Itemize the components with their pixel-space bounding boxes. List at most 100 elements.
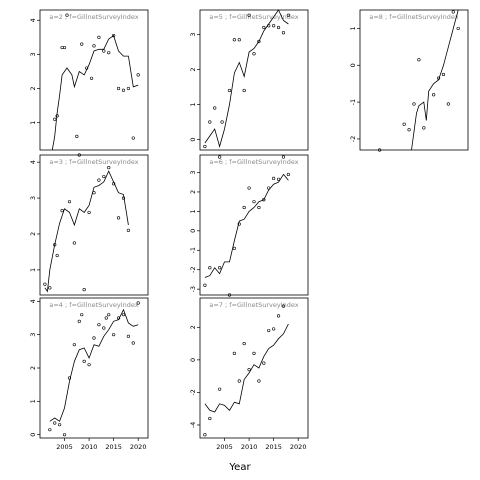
data-point <box>53 117 57 121</box>
panel-title: a=3 ; f=GillnetSurveyIndex <box>49 158 138 166</box>
data-point <box>43 282 47 286</box>
data-point <box>257 205 261 210</box>
data-point <box>102 174 106 179</box>
fit-line <box>204 173 289 278</box>
data-point <box>436 76 441 80</box>
y-tick-label: 4 <box>29 18 37 22</box>
panel-border <box>39 297 149 439</box>
data-point <box>80 313 84 317</box>
chart-panel: a=2 ; f=GillnetSurveyIndex 1 2 3 4 <box>29 9 149 151</box>
data-point <box>136 301 140 305</box>
panel-border <box>359 9 469 151</box>
data-point <box>87 210 91 215</box>
data-point <box>82 288 86 292</box>
data-point <box>126 86 130 91</box>
data-point <box>267 24 271 28</box>
fit-line <box>411 9 459 151</box>
x-tick-label: 2015 <box>265 443 282 451</box>
chart-panel: a=3 ; f=GillnetSurveyIndex 1 2 3 4 <box>29 153 149 296</box>
data-point <box>126 334 130 338</box>
y-tick-label: 1 <box>29 399 37 403</box>
data-point <box>112 34 116 38</box>
y-tick-label: 2 <box>189 190 197 194</box>
panel-border <box>39 154 149 296</box>
data-point <box>102 49 106 53</box>
chart-panel: a=4 ; f=GillnetSurveyIndex 0 1 2 3 4 2005 2010 2… <box>29 297 149 451</box>
y-tick-label: -2 <box>189 389 197 395</box>
y-tick-label: 3 <box>29 52 37 56</box>
data-point <box>85 66 89 70</box>
chart-panel: a=7 ; f=GillnetSurveyIndex -4 -2 0 2 2005 2010… <box>189 297 309 451</box>
x-tick-label: 2010 <box>81 443 98 451</box>
data-point <box>267 186 271 190</box>
data-point <box>121 196 126 200</box>
data-point <box>276 314 281 318</box>
data-point <box>257 379 261 383</box>
data-point <box>203 283 207 287</box>
data-point <box>112 333 116 337</box>
data-point <box>107 165 111 170</box>
data-point <box>107 313 111 317</box>
data-point <box>82 359 86 363</box>
data-point <box>131 136 135 140</box>
data-point <box>456 26 460 31</box>
data-point <box>422 126 426 130</box>
data-point <box>262 198 266 202</box>
panel-title: a=7 ; f=GillnetSurveyIndex <box>209 301 298 309</box>
data-point <box>286 172 290 177</box>
data-point <box>378 148 382 152</box>
x-tick-label: 2020 <box>290 443 307 451</box>
data-point <box>89 76 94 80</box>
data-point <box>121 313 126 317</box>
y-tick-label: -4 <box>189 422 197 428</box>
data-point <box>262 25 266 30</box>
y-tick-label: 3 <box>189 170 197 174</box>
data-point <box>213 106 217 110</box>
data-point <box>55 253 59 258</box>
fit-line <box>49 308 139 422</box>
y-tick-label: -1 <box>349 99 357 105</box>
y-tick-label: 1 <box>189 102 197 106</box>
data-point <box>67 376 72 380</box>
data-point <box>72 343 76 347</box>
panel-title: a=4 ; f=GillnetSurveyIndex <box>49 301 138 309</box>
data-point <box>402 122 406 126</box>
data-point <box>242 341 246 346</box>
chart-panel: a=5 ; f=GillnetSurveyIndex 0 1 2 3 <box>189 9 309 159</box>
data-point <box>92 336 96 340</box>
data-point <box>247 186 251 190</box>
data-point <box>97 178 101 182</box>
data-point <box>441 72 446 77</box>
y-tick-label: 2 <box>189 67 197 71</box>
data-point <box>53 421 57 425</box>
y-tick-label: 1 <box>29 268 37 272</box>
data-point <box>227 88 232 93</box>
data-point <box>116 316 121 320</box>
y-tick-label: 3 <box>29 196 37 200</box>
y-tick-label: 1 <box>189 209 197 213</box>
data-point <box>104 316 108 320</box>
data-point <box>412 102 416 106</box>
y-tick-label: 2 <box>29 366 37 370</box>
x-tick-label: 2010 <box>241 443 258 451</box>
panel-title: a=6 ; f=GillnetSurveyIndex <box>209 158 298 166</box>
data-point <box>237 38 241 42</box>
y-tick-label: 2 <box>29 232 37 236</box>
y-tick-label: -3 <box>189 286 197 292</box>
data-point <box>208 120 212 124</box>
data-point <box>136 73 140 77</box>
data-point <box>286 13 290 17</box>
x-tick-label: 2005 <box>56 443 73 451</box>
y-tick-label: 2 <box>189 325 197 329</box>
data-point <box>208 416 212 421</box>
data-point <box>237 222 241 226</box>
data-point <box>121 88 126 92</box>
x-tick-label: 2015 <box>105 443 122 451</box>
x-tick-label: 2020 <box>130 443 147 451</box>
y-tick-label: 1 <box>29 121 37 125</box>
data-point <box>92 191 96 195</box>
data-point <box>242 205 246 210</box>
data-point <box>220 120 224 124</box>
data-point <box>232 246 236 250</box>
